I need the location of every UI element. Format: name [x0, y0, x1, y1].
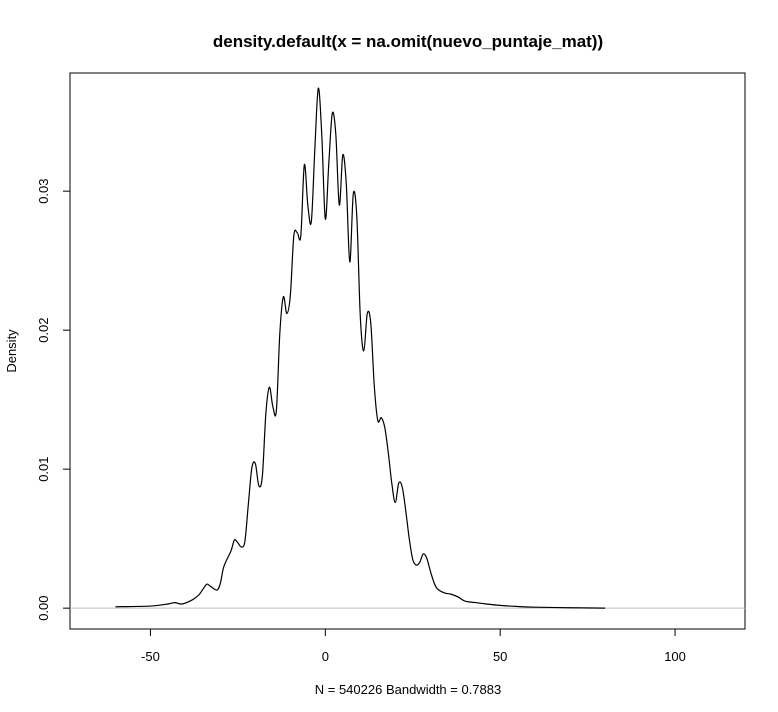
- y-tick-label: 0.00: [36, 595, 51, 620]
- y-axis: 0.00 0.01 0.02 0.03: [36, 178, 70, 621]
- x-axis: -50 0 50 100: [141, 629, 686, 664]
- x-tick-label: 100: [664, 649, 686, 664]
- x-tick-label: -50: [141, 649, 160, 664]
- x-tick-label: 0: [322, 649, 329, 664]
- y-axis-label: Density: [4, 329, 19, 373]
- chart-title: density.default(x = na.omit(nuevo_puntaj…: [213, 32, 603, 51]
- y-tick-label: 0.03: [36, 178, 51, 203]
- y-tick-label: 0.01: [36, 456, 51, 481]
- density-curve: [115, 87, 606, 609]
- y-tick-label: 0.02: [36, 317, 51, 342]
- x-tick-label: 50: [493, 649, 507, 664]
- x-axis-label: N = 540226 Bandwidth = 0.7883: [315, 682, 501, 697]
- plot-box: [69, 72, 746, 630]
